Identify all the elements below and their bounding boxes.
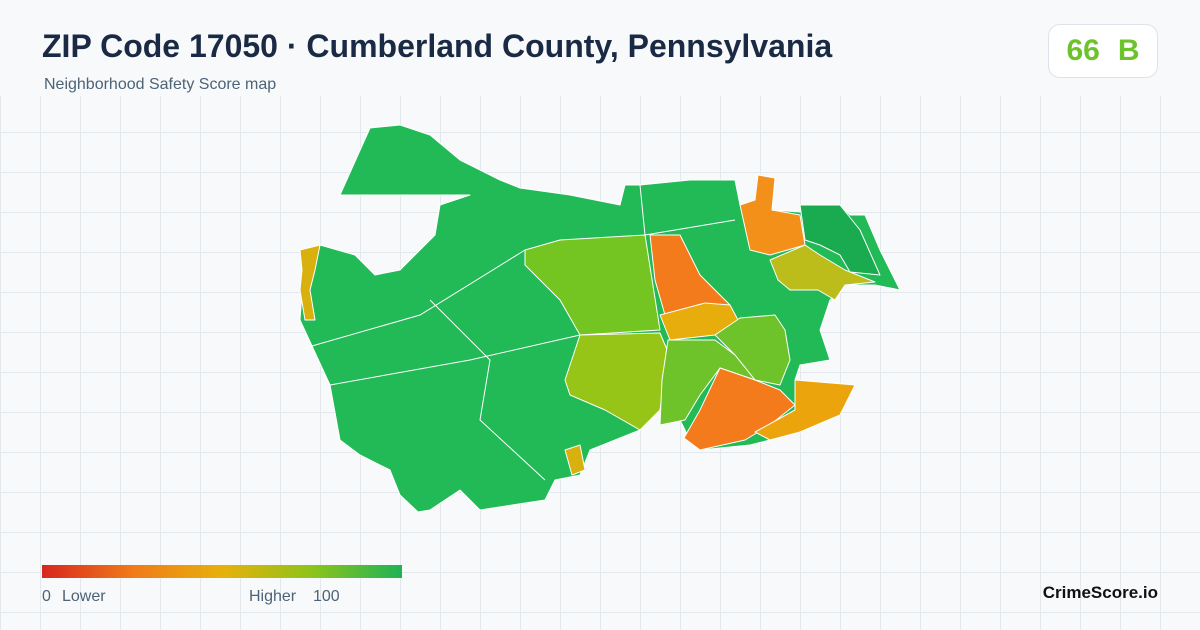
region-border [304, 249, 526, 349]
score-value: 66 [1066, 34, 1100, 67]
region [564, 332, 669, 431]
region-border [429, 299, 546, 481]
region [659, 339, 756, 426]
brand: CrimeScore.io [1042, 583, 1158, 602]
region [299, 244, 321, 321]
region [739, 174, 806, 256]
legend-max: 100 [313, 588, 340, 605]
region-border [329, 334, 581, 386]
region [683, 367, 796, 451]
title: ZIP Code 17050 · Cumberland County, Penn… [42, 28, 833, 64]
legend-high-label: Higher [249, 588, 297, 605]
region [524, 234, 661, 336]
subtitle: Neighborhood Safety Score map [44, 76, 277, 93]
region [754, 379, 856, 441]
legend-low-label: Lower [62, 588, 106, 605]
score-grade: B [1117, 34, 1140, 67]
region [564, 444, 586, 476]
legend-min: 0 [42, 588, 51, 605]
region [769, 244, 876, 301]
legend-gradient [42, 565, 402, 578]
score-badge: 66 B [1048, 24, 1158, 78]
